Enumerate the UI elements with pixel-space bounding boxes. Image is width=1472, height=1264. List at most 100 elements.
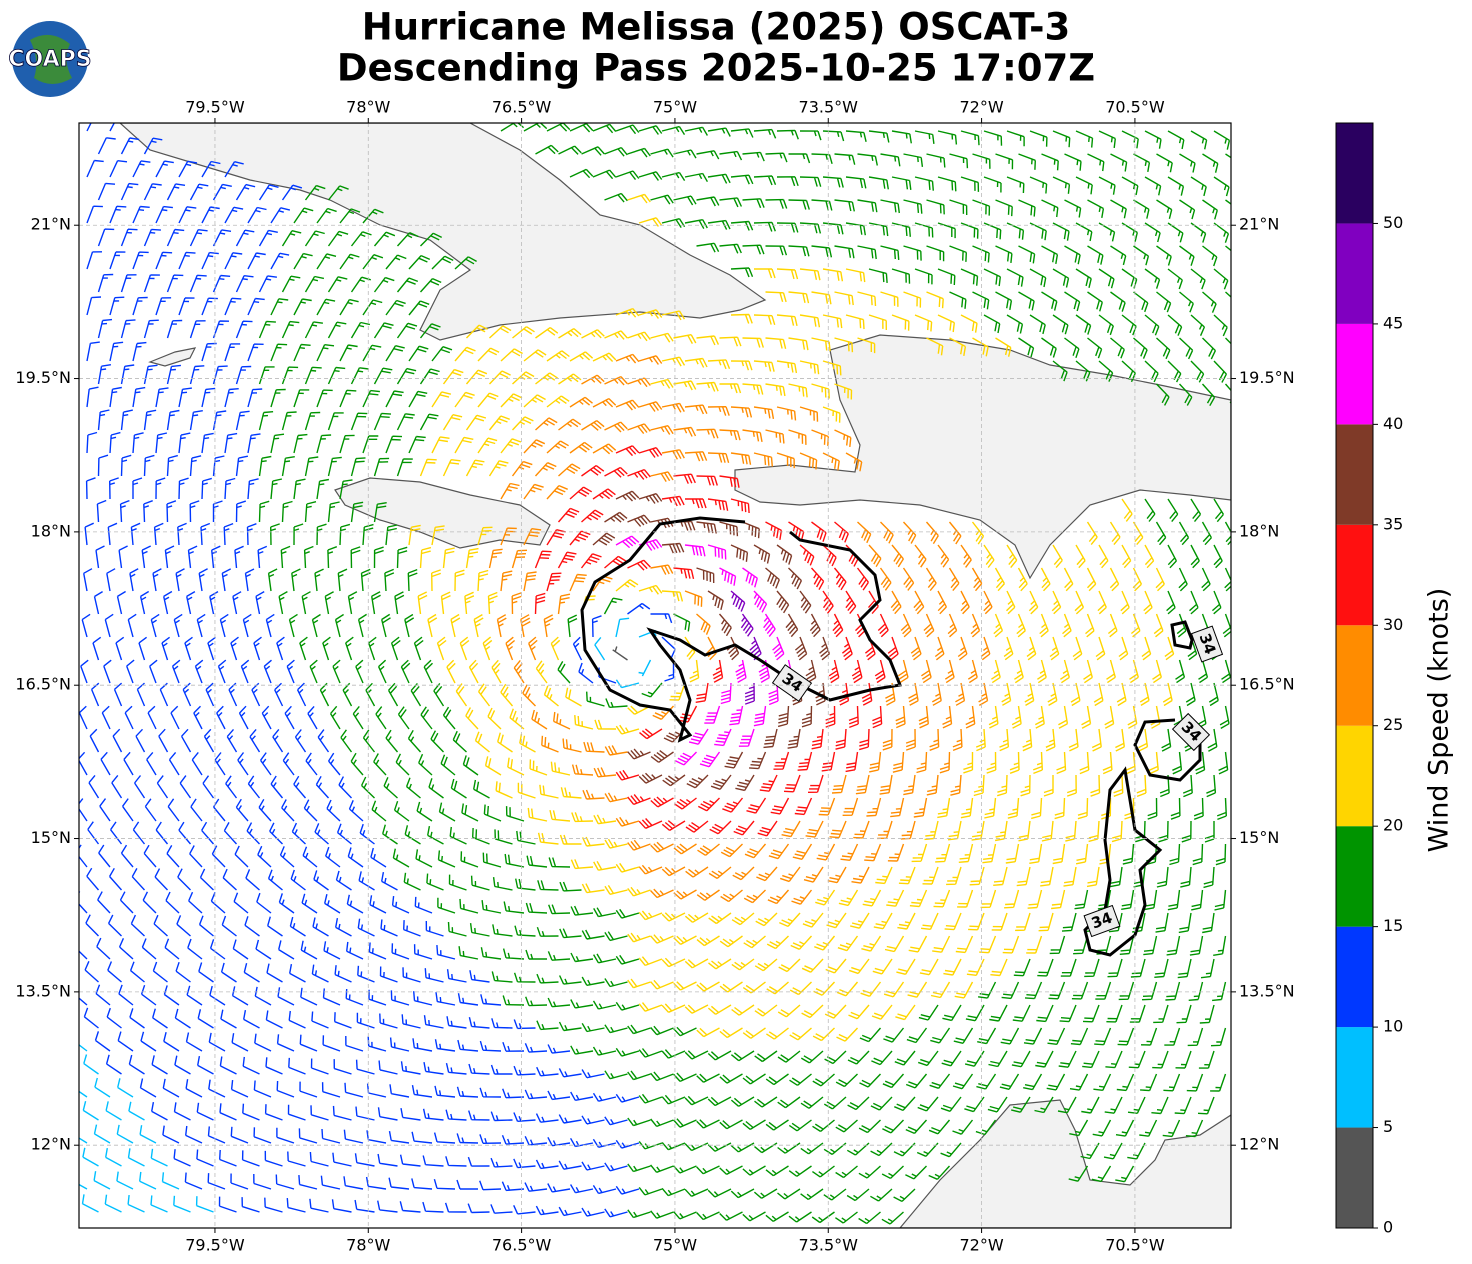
wind-barb bbox=[414, 896, 433, 914]
wind-barb bbox=[765, 198, 788, 209]
wind-barb bbox=[733, 820, 755, 836]
wind-barb bbox=[931, 682, 942, 706]
wind-barb bbox=[730, 544, 749, 562]
wind-barb bbox=[527, 807, 548, 822]
wind-barb bbox=[1144, 889, 1158, 911]
wind-barb bbox=[1191, 889, 1204, 911]
wind-barb bbox=[120, 182, 139, 201]
wind-barb bbox=[95, 984, 111, 1006]
wind-barb bbox=[79, 705, 88, 730]
wind-barb bbox=[664, 660, 675, 682]
wind-barb bbox=[86, 251, 103, 270]
wind-barb bbox=[291, 822, 306, 845]
wind-barb bbox=[258, 366, 275, 385]
wind-barb bbox=[534, 592, 546, 615]
wind-barb bbox=[264, 1150, 283, 1167]
wind-barb bbox=[93, 591, 103, 615]
wind-barb bbox=[1121, 314, 1137, 336]
wind-barb bbox=[689, 659, 700, 683]
wind-barb bbox=[765, 383, 786, 397]
wind-barb bbox=[202, 775, 215, 799]
wind-barb bbox=[304, 321, 323, 339]
wind-barb bbox=[1141, 981, 1158, 1001]
wind-barb bbox=[1087, 153, 1105, 172]
wind-barb bbox=[1125, 751, 1136, 775]
wind-barb bbox=[278, 940, 295, 960]
wind-barb bbox=[1052, 176, 1071, 194]
wind-barb bbox=[765, 152, 788, 163]
wind-barb bbox=[373, 412, 392, 431]
wind-barb bbox=[304, 411, 321, 431]
wind-barb bbox=[1097, 590, 1107, 615]
wind-barb bbox=[321, 1082, 341, 1098]
wind-barb bbox=[859, 728, 870, 751]
wind-barb bbox=[615, 816, 640, 827]
wind-barb bbox=[908, 682, 919, 706]
wind-barb bbox=[1215, 843, 1227, 866]
wind-barb bbox=[362, 344, 382, 362]
wind-barb bbox=[1070, 682, 1081, 707]
wind-barb bbox=[143, 454, 155, 477]
wind-barb bbox=[801, 1004, 824, 1019]
wind-barb bbox=[258, 455, 272, 477]
wind-barb bbox=[191, 751, 203, 776]
wind-barb bbox=[247, 388, 263, 408]
wind-barb bbox=[494, 829, 513, 845]
wind-barb bbox=[765, 567, 780, 589]
wind-barb bbox=[235, 275, 254, 293]
wind-barb bbox=[131, 868, 146, 891]
wind-barb bbox=[627, 886, 651, 897]
wind-barb bbox=[822, 314, 843, 329]
wind-barb bbox=[783, 774, 801, 793]
wind-barb bbox=[1151, 1096, 1169, 1115]
wind-barb bbox=[993, 613, 1004, 638]
wind-barb bbox=[265, 1010, 283, 1029]
wind-barb bbox=[484, 756, 502, 776]
wind-barb bbox=[334, 613, 344, 638]
wind-barb bbox=[1200, 958, 1215, 979]
contour-label-box bbox=[771, 664, 813, 702]
wind-barb bbox=[173, 1149, 191, 1167]
wind-barb bbox=[1105, 1050, 1123, 1069]
wind-barb bbox=[291, 568, 301, 592]
wind-barb bbox=[994, 567, 1006, 592]
wind-barb bbox=[502, 1088, 525, 1099]
wind-barb bbox=[316, 344, 335, 362]
wind-barb bbox=[389, 1084, 410, 1098]
wind-barb bbox=[857, 153, 878, 166]
wind-barb bbox=[707, 1050, 732, 1061]
wind-barb bbox=[1036, 1004, 1054, 1023]
wind-barb bbox=[216, 705, 226, 730]
wind-barb bbox=[1224, 521, 1231, 546]
wind-barb bbox=[219, 1103, 237, 1121]
wind-barb bbox=[86, 159, 104, 178]
wind-barb bbox=[1068, 1165, 1089, 1182]
wind-barb bbox=[979, 935, 997, 954]
wind-barb bbox=[178, 821, 192, 845]
wind-barb bbox=[1225, 291, 1231, 298]
wind-barb bbox=[562, 738, 582, 753]
wind-barb bbox=[433, 1132, 456, 1144]
wind-barb bbox=[83, 1007, 99, 1029]
wind-barb bbox=[971, 521, 985, 545]
wind-barb bbox=[375, 706, 387, 730]
wind-barb bbox=[1018, 245, 1036, 264]
wind-barb bbox=[1155, 383, 1170, 406]
wind-barb bbox=[437, 850, 456, 868]
wind-barb bbox=[201, 297, 218, 316]
wind-barb bbox=[488, 548, 503, 569]
wind-barb bbox=[593, 907, 617, 918]
wind-barb bbox=[388, 1177, 410, 1190]
wind-barb bbox=[650, 194, 674, 205]
wind-barb bbox=[1095, 636, 1106, 661]
wind-barb bbox=[627, 193, 651, 204]
wind-barb bbox=[149, 659, 158, 684]
wind-barb bbox=[517, 782, 536, 799]
wind-barb bbox=[247, 297, 265, 316]
wind-barb bbox=[1166, 935, 1181, 956]
wind-barb bbox=[877, 820, 893, 840]
wind-barb bbox=[424, 968, 444, 983]
wind-barb bbox=[537, 880, 559, 891]
wind-barb bbox=[592, 532, 616, 546]
wind-barb bbox=[373, 457, 390, 477]
